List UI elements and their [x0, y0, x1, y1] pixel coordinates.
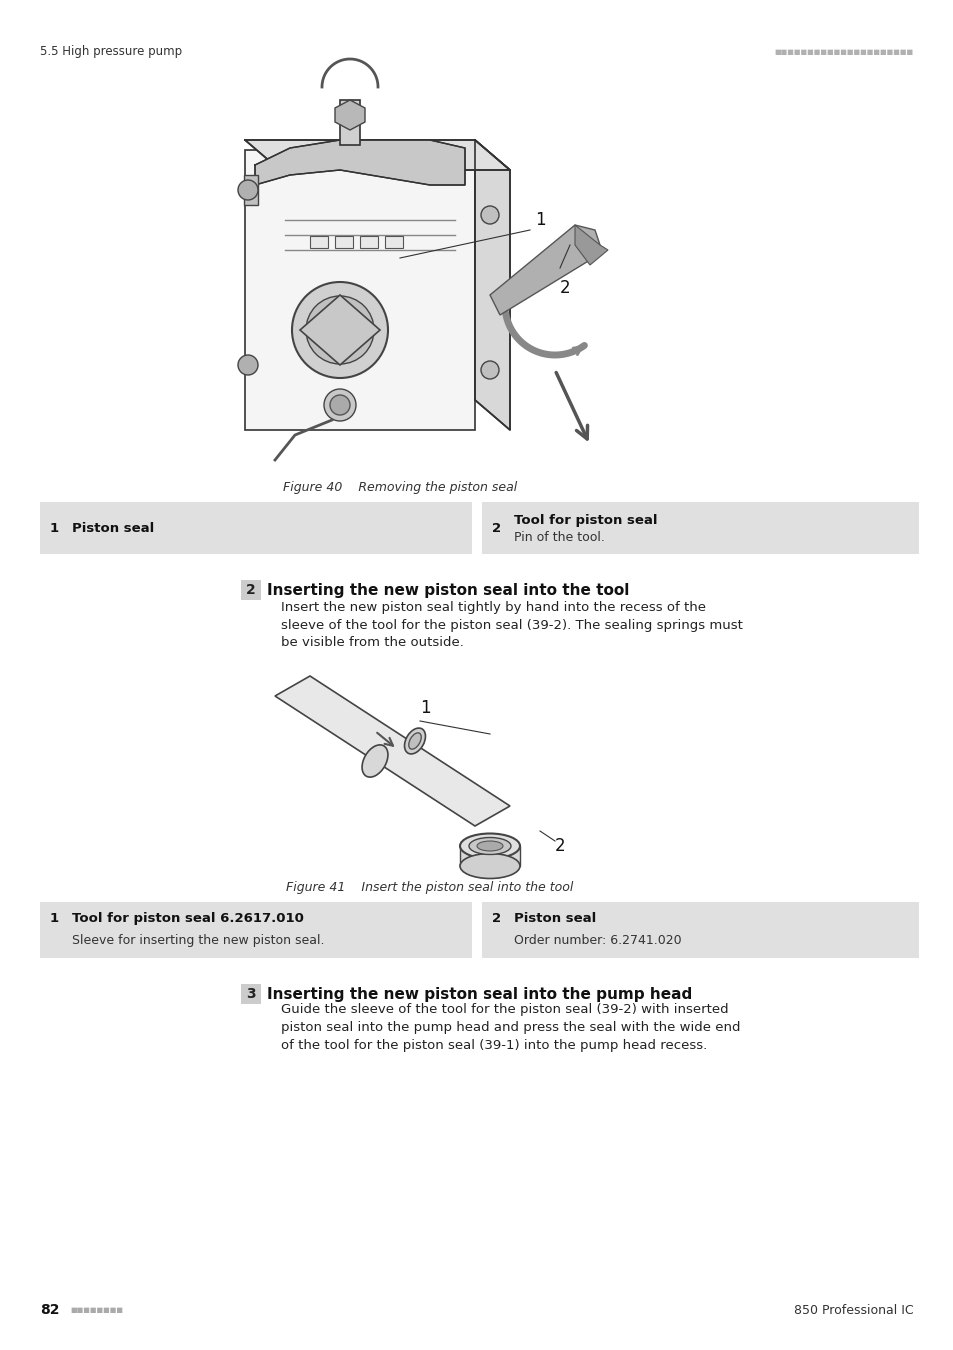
Circle shape: [480, 207, 498, 224]
Text: Figure 40    Removing the piston seal: Figure 40 Removing the piston seal: [283, 482, 517, 494]
Circle shape: [322, 312, 357, 348]
Circle shape: [324, 389, 355, 421]
FancyBboxPatch shape: [40, 502, 472, 554]
Polygon shape: [254, 140, 464, 185]
Text: Guide the sleeve of the tool for the piston seal (39-2) with inserted: Guide the sleeve of the tool for the pis…: [281, 1003, 728, 1017]
Text: Tool for piston seal 6.2617.010: Tool for piston seal 6.2617.010: [71, 913, 304, 925]
Circle shape: [237, 355, 257, 375]
Ellipse shape: [459, 853, 519, 879]
Polygon shape: [299, 296, 379, 364]
Polygon shape: [575, 225, 607, 265]
Text: piston seal into the pump head and press the seal with the wide end: piston seal into the pump head and press…: [281, 1022, 740, 1034]
Text: Piston seal: Piston seal: [71, 521, 154, 535]
Text: sleeve of the tool for the piston seal (39-2). The sealing springs must: sleeve of the tool for the piston seal (…: [281, 618, 742, 632]
Text: 2: 2: [492, 913, 500, 925]
Polygon shape: [245, 140, 510, 170]
Text: ■■■■■■■■■■■■■■■■■■■■■: ■■■■■■■■■■■■■■■■■■■■■: [774, 49, 913, 55]
Polygon shape: [244, 176, 257, 205]
Text: Order number: 6.2741.020: Order number: 6.2741.020: [514, 934, 680, 946]
Text: be visible from the outside.: be visible from the outside.: [281, 636, 463, 649]
Text: 850 Professional IC: 850 Professional IC: [794, 1304, 913, 1316]
Polygon shape: [335, 100, 365, 130]
Circle shape: [292, 282, 388, 378]
FancyBboxPatch shape: [481, 902, 918, 958]
Text: 1: 1: [419, 699, 430, 717]
Ellipse shape: [459, 833, 519, 859]
Circle shape: [480, 360, 498, 379]
Circle shape: [330, 396, 350, 414]
FancyBboxPatch shape: [241, 984, 261, 1004]
Polygon shape: [475, 140, 510, 431]
Text: 3: 3: [246, 987, 255, 1000]
Text: 1: 1: [50, 521, 59, 535]
FancyBboxPatch shape: [310, 236, 328, 248]
FancyBboxPatch shape: [385, 236, 402, 248]
Ellipse shape: [362, 745, 388, 778]
Polygon shape: [490, 225, 599, 315]
Text: Inserting the new piston seal into the pump head: Inserting the new piston seal into the p…: [267, 987, 692, 1002]
Ellipse shape: [476, 841, 502, 850]
FancyBboxPatch shape: [241, 580, 261, 599]
Text: 1: 1: [535, 211, 545, 230]
FancyBboxPatch shape: [359, 236, 377, 248]
Polygon shape: [274, 676, 510, 826]
Text: Inserting the new piston seal into the tool: Inserting the new piston seal into the t…: [267, 582, 629, 598]
Text: ■■■■■■■■: ■■■■■■■■: [70, 1307, 123, 1314]
Text: 1: 1: [50, 913, 59, 925]
Text: Tool for piston seal: Tool for piston seal: [514, 514, 657, 526]
Text: Pin of the tool.: Pin of the tool.: [514, 531, 604, 544]
Text: Figure 41    Insert the piston seal into the tool: Figure 41 Insert the piston seal into th…: [286, 882, 573, 895]
Ellipse shape: [408, 733, 421, 749]
FancyBboxPatch shape: [335, 236, 353, 248]
Polygon shape: [339, 100, 359, 144]
Text: 2: 2: [555, 837, 565, 855]
Circle shape: [306, 296, 374, 364]
FancyBboxPatch shape: [481, 502, 918, 554]
FancyBboxPatch shape: [245, 150, 475, 431]
Text: of the tool for the piston seal (39-1) into the pump head recess.: of the tool for the piston seal (39-1) i…: [281, 1040, 706, 1053]
Text: Insert the new piston seal tightly by hand into the recess of the: Insert the new piston seal tightly by ha…: [281, 601, 705, 613]
Text: 5.5 High pressure pump: 5.5 High pressure pump: [40, 46, 182, 58]
FancyBboxPatch shape: [40, 902, 472, 958]
Ellipse shape: [469, 837, 511, 855]
Text: 82: 82: [40, 1303, 59, 1318]
Text: Sleeve for inserting the new piston seal.: Sleeve for inserting the new piston seal…: [71, 934, 324, 946]
Polygon shape: [459, 846, 519, 865]
Text: 2: 2: [246, 583, 255, 597]
Text: 2: 2: [492, 521, 500, 535]
Text: 2: 2: [559, 279, 570, 297]
Circle shape: [237, 180, 257, 200]
Text: Piston seal: Piston seal: [514, 913, 596, 925]
Ellipse shape: [404, 728, 425, 753]
